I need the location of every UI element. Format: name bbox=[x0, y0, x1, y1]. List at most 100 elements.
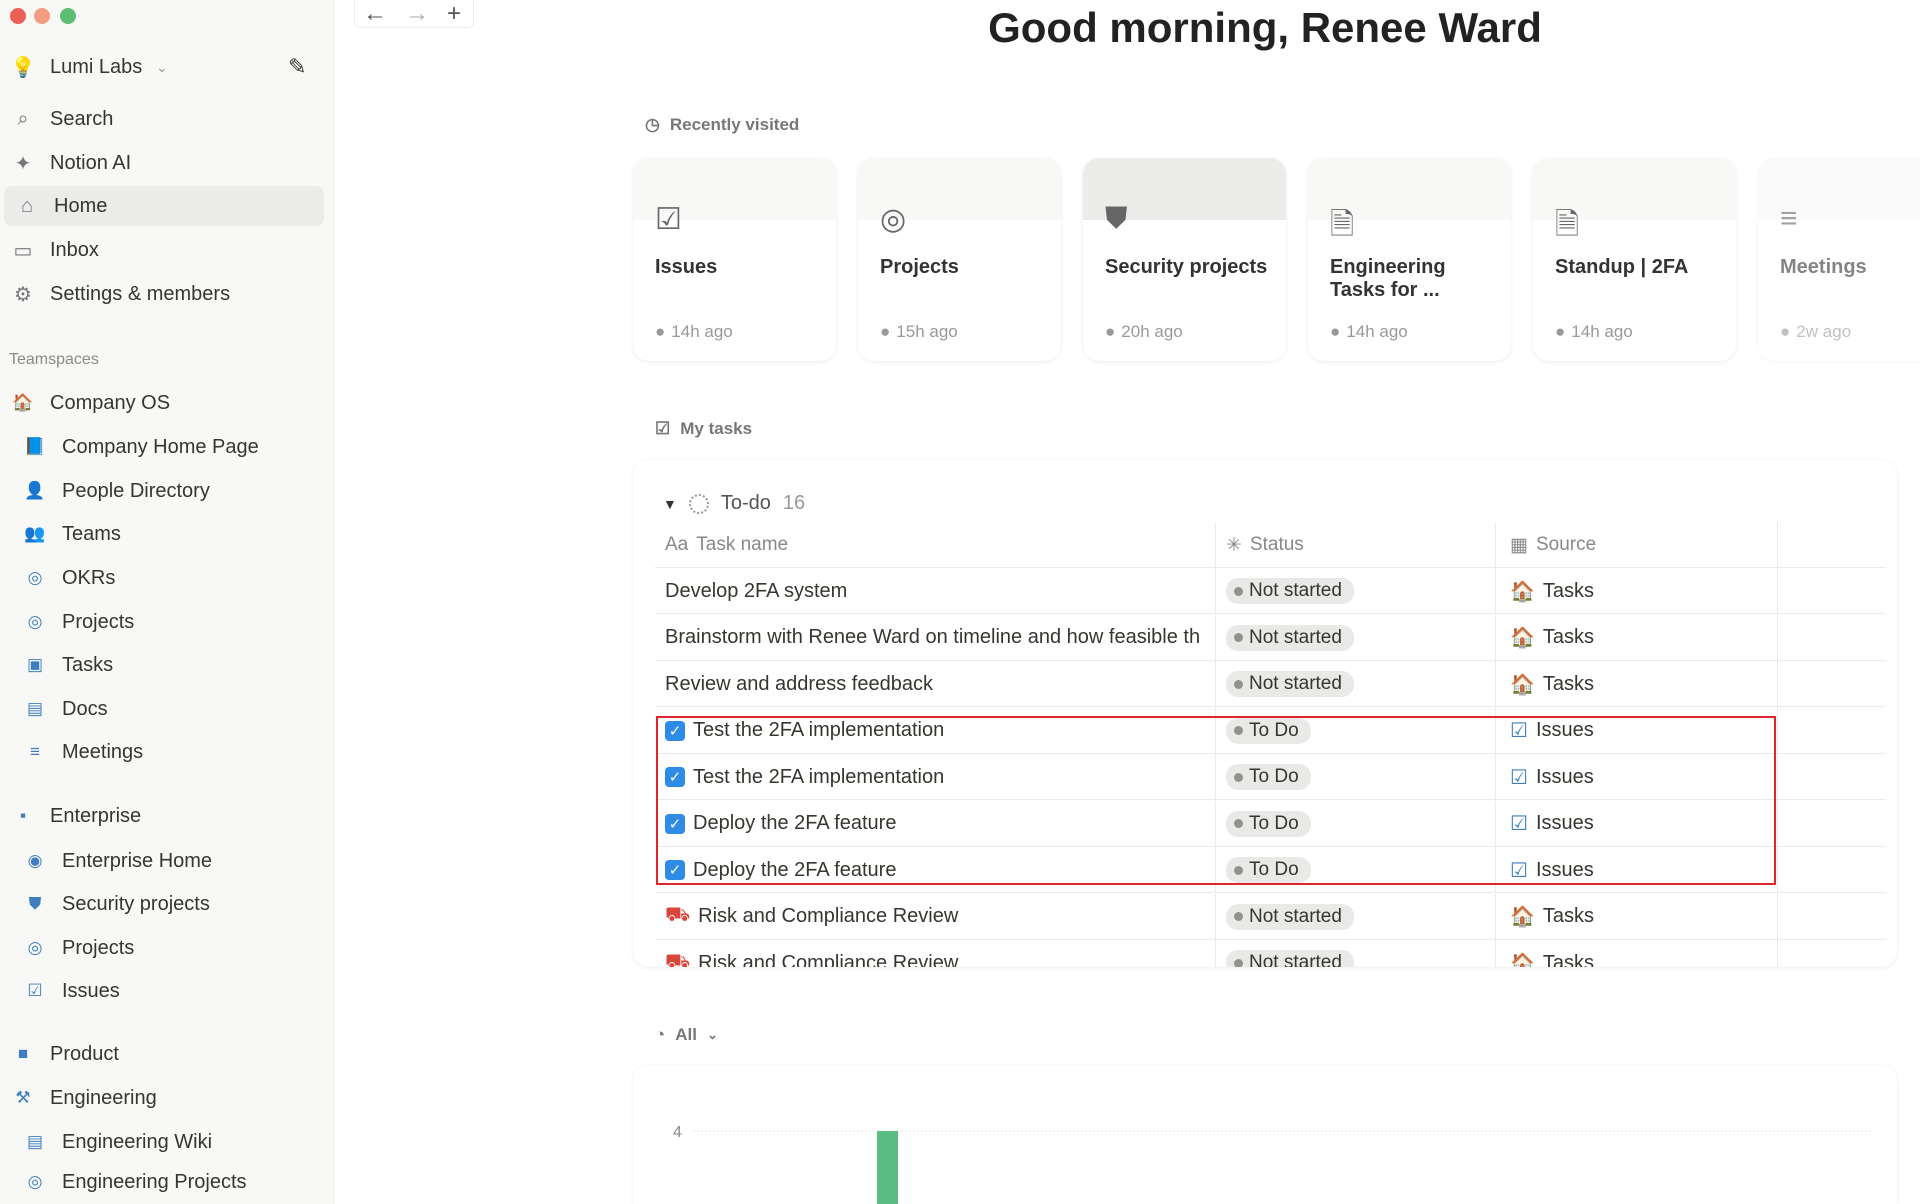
status-badge[interactable]: Not started bbox=[1226, 671, 1354, 697]
status-badge[interactable]: Not started bbox=[1226, 950, 1354, 967]
new-page-icon[interactable]: ✎ bbox=[288, 54, 307, 79]
workspace-switcher[interactable]: 💡 Lumi Labs ⌄ ✎ bbox=[10, 54, 307, 79]
recent-card[interactable]: 🗎 Standup | 2FA ● 14h ago bbox=[1533, 158, 1736, 361]
avatar: ● bbox=[880, 322, 891, 341]
source-link[interactable]: Issues bbox=[1535, 812, 1594, 834]
status-badge[interactable]: To Do bbox=[1226, 810, 1311, 837]
table-row[interactable]: ⛟ Risk and Compliance Review Not started 🏠 T… bbox=[655, 940, 1885, 967]
column-status[interactable]: ✳ Status bbox=[1216, 522, 1496, 568]
sidebar-item-home[interactable]: ⌂ Home bbox=[4, 186, 324, 226]
maximize-window-button[interactable] bbox=[60, 8, 76, 24]
task-name[interactable]: Test the 2FA implementation bbox=[693, 719, 945, 741]
table-row[interactable]: ✓ Deploy the 2FA feature To Do ☑ Issues bbox=[655, 847, 1885, 893]
checkbox-checked-icon[interactable]: ✓ bbox=[665, 767, 685, 787]
clock-icon: ◷ bbox=[645, 115, 660, 134]
table-row[interactable]: Develop 2FA system Not started 🏠 Tasks bbox=[655, 568, 1885, 614]
page-title: Good morning, Renee Ward bbox=[988, 4, 1542, 51]
sidebar-teamspace-item[interactable]: ■ Product bbox=[0, 1034, 334, 1074]
source-icon: ☑ bbox=[1510, 813, 1528, 835]
sidebar-teamspace-item[interactable]: ▣ Tasks bbox=[0, 645, 334, 685]
collapse-triangle-icon[interactable]: ▼ bbox=[663, 495, 677, 512]
checkbox-checked-icon[interactable]: ✓ bbox=[665, 813, 685, 834]
checkbox-checked-icon[interactable]: ✓ bbox=[665, 720, 685, 741]
sidebar-teamspace-item[interactable]: ◎ Engineering Projects bbox=[0, 1162, 334, 1202]
table-row[interactable]: Brainstorm with Renee Ward on timeline a… bbox=[655, 614, 1885, 661]
table-row[interactable]: ⛟ Risk and Compliance Review Not started 🏠 T… bbox=[655, 893, 1885, 940]
task-name[interactable]: Develop 2FA system bbox=[665, 579, 848, 602]
sidebar-teamspace-item[interactable]: ⚒ Engineering bbox=[0, 1078, 334, 1118]
table-row[interactable]: ✓ Deploy the 2FA feature To Do ☑ Issues bbox=[655, 800, 1885, 847]
sidebar-teamspace-item[interactable]: ▤ Docs bbox=[0, 689, 334, 729]
recent-card[interactable]: 🗎 Engineering Tasks for ... ● 14h ago bbox=[1308, 158, 1511, 361]
status-badge[interactable]: Not started bbox=[1226, 624, 1354, 651]
table-row[interactable]: ✓ Test the 2FA implementation To Do ☑ Issues bbox=[655, 707, 1885, 754]
source-icon: ☑ bbox=[1510, 766, 1528, 789]
new-tab-plus-icon[interactable]: + bbox=[447, 0, 462, 27]
minimize-window-button[interactable] bbox=[34, 8, 50, 24]
source-link[interactable]: Issues bbox=[1535, 719, 1594, 741]
source-link[interactable]: Tasks bbox=[1542, 951, 1595, 968]
page-icon: ≡ bbox=[30, 742, 40, 761]
sidebar-teamspace-item[interactable]: ◎ Projects bbox=[0, 928, 334, 968]
source-link[interactable]: Tasks bbox=[1542, 626, 1595, 648]
sidebar-item-search[interactable]: ⌕ Search bbox=[0, 99, 334, 139]
sidebar-teamspace-item[interactable]: ⛊ Security projects bbox=[0, 884, 334, 924]
source-link[interactable]: Issues bbox=[1535, 858, 1594, 881]
sidebar-teamspace-item[interactable]: ◎ OKRs bbox=[0, 558, 334, 598]
sidebar-teamspace-item[interactable]: 🏠 Company OS bbox=[0, 383, 334, 423]
task-name[interactable]: Review and address feedback bbox=[665, 672, 933, 695]
target-icon: ◎ bbox=[880, 203, 907, 236]
status-badge[interactable]: Not started bbox=[1226, 903, 1354, 930]
task-name[interactable]: Risk and Compliance Review bbox=[698, 951, 959, 968]
page-icon: ⚒ bbox=[15, 1088, 31, 1107]
lightbulb-icon: 💡 bbox=[10, 56, 36, 79]
recent-card[interactable]: ☑ Issues ● 14h ago bbox=[633, 158, 836, 361]
avatar: ● bbox=[1555, 322, 1566, 341]
chart-bar[interactable] bbox=[877, 1131, 898, 1204]
task-name[interactable]: Deploy the 2FA feature bbox=[693, 858, 897, 881]
back-arrow-icon[interactable]: ← bbox=[363, 0, 387, 27]
source-icon: ☑ bbox=[1510, 720, 1528, 742]
sidebar-item-notion-ai[interactable]: ✦ Notion AI bbox=[0, 143, 334, 183]
status-badge[interactable]: To Do bbox=[1226, 857, 1311, 883]
chart-filter-all[interactable]: ◔ All ⌄ bbox=[655, 1025, 718, 1044]
task-name[interactable]: Risk and Compliance Review bbox=[698, 905, 959, 927]
chevron-down-icon: ⌄ bbox=[707, 1027, 718, 1042]
source-link[interactable]: Tasks bbox=[1542, 672, 1595, 695]
sidebar-teamspace-item[interactable]: 👤 People Directory bbox=[0, 471, 334, 511]
recent-card[interactable]: ≡ Meetings ● 2w ago bbox=[1758, 158, 1920, 361]
recently-visited-heading: ◷ Recently visited bbox=[645, 115, 800, 134]
source-link[interactable]: Tasks bbox=[1542, 905, 1595, 927]
close-window-button[interactable] bbox=[10, 8, 26, 24]
table-icon: ▦ bbox=[1510, 534, 1528, 556]
sidebar-teamspace-item[interactable]: ◉ Enterprise Home bbox=[0, 841, 334, 881]
recent-card[interactable]: ⛊ Security projects ● 20h ago bbox=[1083, 158, 1286, 361]
sidebar-item-settings-members[interactable]: ⚙ Settings & members bbox=[0, 274, 334, 314]
status-badge[interactable]: To Do bbox=[1226, 717, 1311, 744]
sidebar-teamspace-item[interactable]: 👥 Teams bbox=[0, 514, 334, 554]
sidebar-item-inbox[interactable]: ▭ Inbox bbox=[0, 230, 334, 270]
sidebar-teamspace-item[interactable]: 📘 Company Home Page bbox=[0, 427, 334, 467]
source-link[interactable]: Tasks bbox=[1542, 579, 1595, 602]
task-name[interactable]: Brainstorm with Renee Ward on timeline a… bbox=[665, 626, 1201, 648]
sidebar-teamspace-item[interactable]: ▪ Enterprise bbox=[0, 796, 334, 836]
group-header-to-do[interactable]: ▼ To-do 16 bbox=[663, 492, 806, 514]
status-badge[interactable]: To Do bbox=[1226, 764, 1311, 790]
sidebar-teamspace-item[interactable]: ≡ Meetings bbox=[0, 732, 334, 772]
source-icon: 🏠 bbox=[1510, 673, 1535, 696]
task-name[interactable]: Test the 2FA implementation bbox=[693, 765, 945, 788]
sidebar-teamspace-item[interactable]: ☑ Issues bbox=[0, 971, 334, 1011]
table-row[interactable]: Review and address feedback Not started 🏠 T… bbox=[655, 661, 1885, 707]
task-name[interactable]: Deploy the 2FA feature bbox=[693, 812, 897, 834]
column-task-name[interactable]: Aa Task name bbox=[655, 522, 1216, 568]
table-row[interactable]: ✓ Test the 2FA implementation To Do ☑ Issues bbox=[655, 754, 1885, 800]
recent-card[interactable]: ◎ Projects ● 15h ago bbox=[858, 158, 1061, 361]
sidebar-teamspace-item[interactable]: ◎ Projects bbox=[0, 602, 334, 642]
source-link[interactable]: Issues bbox=[1535, 765, 1594, 788]
forward-arrow-icon[interactable]: → bbox=[405, 0, 429, 27]
home-icon: ⌂ bbox=[20, 194, 34, 217]
column-source[interactable]: ▦ Source bbox=[1496, 522, 1778, 568]
sidebar-teamspace-item[interactable]: ▤ Engineering Wiki bbox=[0, 1122, 334, 1162]
checkbox-checked-icon[interactable]: ✓ bbox=[665, 860, 685, 880]
status-badge[interactable]: Not started bbox=[1226, 578, 1354, 604]
